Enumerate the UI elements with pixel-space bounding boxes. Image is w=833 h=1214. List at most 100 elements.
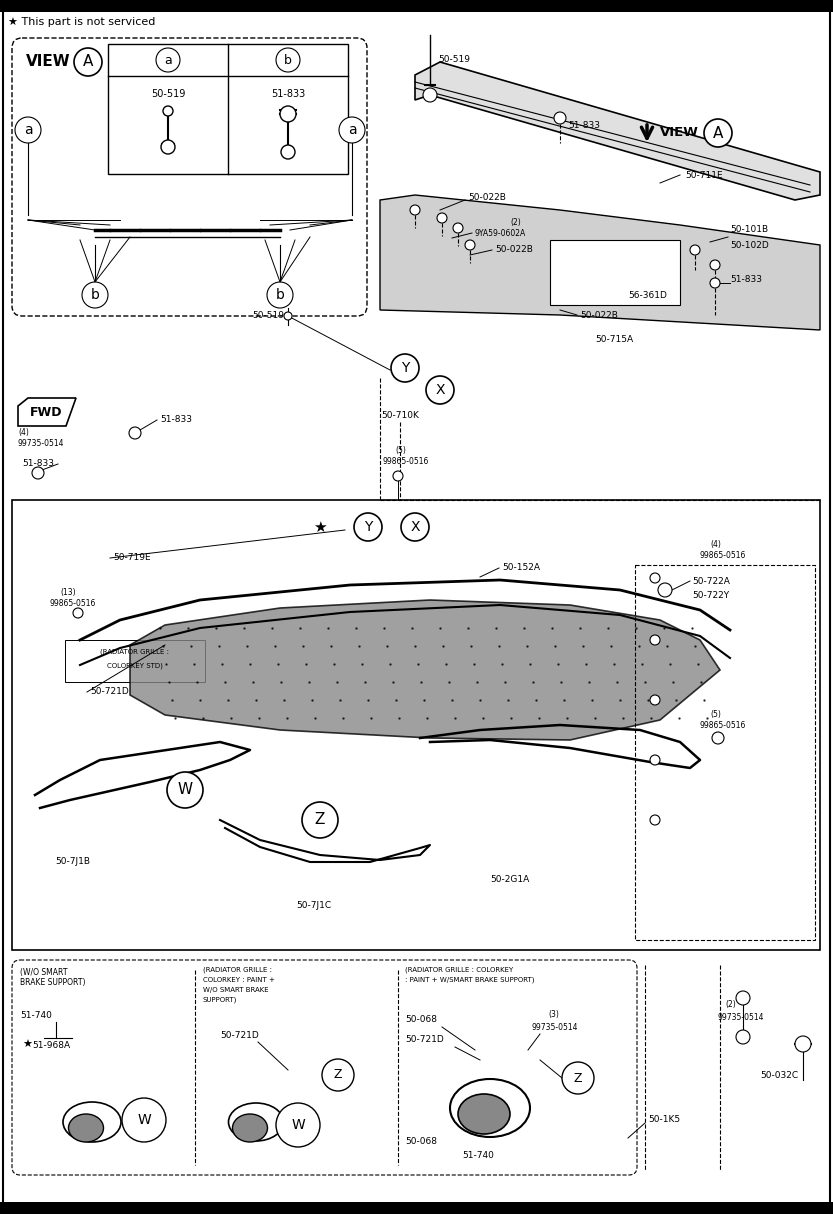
Text: 99865-0516: 99865-0516 bbox=[700, 551, 746, 561]
Text: VIEW: VIEW bbox=[660, 126, 699, 140]
Text: 51-833: 51-833 bbox=[568, 121, 600, 130]
Bar bbox=[0, 1202, 833, 1214]
Text: 50-032C: 50-032C bbox=[760, 1071, 798, 1079]
Text: 50-721D: 50-721D bbox=[90, 687, 129, 697]
Circle shape bbox=[280, 106, 296, 121]
Circle shape bbox=[267, 282, 293, 308]
Text: (W/O SMART: (W/O SMART bbox=[20, 968, 67, 976]
Bar bbox=[65, 640, 205, 682]
Ellipse shape bbox=[68, 1114, 103, 1142]
Text: b: b bbox=[284, 53, 292, 67]
Text: ★ This part is not serviced: ★ This part is not serviced bbox=[8, 17, 156, 27]
Bar bbox=[12, 500, 820, 951]
Text: 99865-0516: 99865-0516 bbox=[700, 721, 746, 731]
Text: a: a bbox=[164, 53, 172, 67]
Text: : PAINT + W/SMART BRAKE SUPPORT): : PAINT + W/SMART BRAKE SUPPORT) bbox=[405, 977, 535, 983]
Circle shape bbox=[704, 119, 732, 147]
Text: (5): (5) bbox=[710, 710, 721, 720]
Text: 50-068: 50-068 bbox=[405, 1138, 437, 1146]
Bar bbox=[635, 565, 815, 940]
Text: COLORKEY STD): COLORKEY STD) bbox=[107, 663, 163, 669]
Circle shape bbox=[163, 106, 173, 117]
Circle shape bbox=[658, 583, 672, 597]
Text: 99865-0516: 99865-0516 bbox=[50, 599, 97, 607]
Circle shape bbox=[426, 376, 454, 404]
Text: Y: Y bbox=[401, 361, 409, 375]
Circle shape bbox=[710, 278, 720, 288]
Text: Z: Z bbox=[574, 1072, 582, 1084]
Text: 50-022B: 50-022B bbox=[468, 193, 506, 203]
Text: (RADIATOR GRILLE : COLORKEY: (RADIATOR GRILLE : COLORKEY bbox=[405, 966, 513, 974]
Circle shape bbox=[423, 87, 437, 102]
Bar bbox=[0, 0, 833, 12]
Text: (RADIATOR GRILLE :: (RADIATOR GRILLE : bbox=[203, 966, 272, 974]
Text: (2): (2) bbox=[510, 217, 521, 227]
Bar bbox=[108, 44, 348, 174]
Text: W/O SMART BRAKE: W/O SMART BRAKE bbox=[203, 987, 268, 993]
Text: W: W bbox=[177, 783, 192, 798]
Circle shape bbox=[795, 1036, 811, 1053]
Circle shape bbox=[73, 608, 83, 618]
Text: 50-102D: 50-102D bbox=[730, 240, 769, 250]
Circle shape bbox=[465, 240, 475, 250]
Circle shape bbox=[650, 694, 660, 705]
Circle shape bbox=[410, 205, 420, 215]
Circle shape bbox=[82, 282, 108, 308]
Circle shape bbox=[453, 223, 463, 233]
Text: 50-721D: 50-721D bbox=[220, 1031, 259, 1039]
Text: 50-711E: 50-711E bbox=[685, 170, 722, 180]
Text: 51-740: 51-740 bbox=[20, 1010, 52, 1020]
Text: 99865-0516: 99865-0516 bbox=[383, 456, 429, 465]
Text: 50-068: 50-068 bbox=[405, 1015, 437, 1025]
Polygon shape bbox=[130, 600, 720, 741]
Text: 50-022B: 50-022B bbox=[580, 311, 618, 319]
Text: 50-710K: 50-710K bbox=[381, 410, 419, 420]
Text: W: W bbox=[137, 1113, 151, 1127]
Text: (4): (4) bbox=[18, 429, 29, 437]
Text: X: X bbox=[436, 382, 445, 397]
Text: SUPPORT): SUPPORT) bbox=[203, 997, 237, 1003]
Text: 99735-0514: 99735-0514 bbox=[532, 1022, 578, 1032]
Circle shape bbox=[554, 112, 566, 124]
Text: X: X bbox=[410, 520, 420, 534]
Text: a: a bbox=[23, 123, 32, 137]
Text: b: b bbox=[91, 288, 99, 302]
Text: 51-833: 51-833 bbox=[160, 415, 192, 425]
Text: 50-722A: 50-722A bbox=[692, 577, 730, 585]
Text: (2): (2) bbox=[725, 1000, 736, 1010]
Circle shape bbox=[302, 802, 338, 838]
Circle shape bbox=[15, 117, 41, 143]
Text: ★: ★ bbox=[313, 520, 327, 534]
Text: ★: ★ bbox=[22, 1040, 32, 1050]
Circle shape bbox=[284, 312, 292, 320]
Text: FWD: FWD bbox=[30, 407, 62, 420]
Circle shape bbox=[437, 212, 447, 223]
Circle shape bbox=[712, 732, 724, 744]
Circle shape bbox=[650, 755, 660, 765]
Circle shape bbox=[650, 573, 660, 583]
Ellipse shape bbox=[450, 1079, 530, 1138]
Circle shape bbox=[690, 245, 700, 255]
Text: 50-7J1B: 50-7J1B bbox=[55, 857, 90, 867]
Circle shape bbox=[161, 140, 175, 154]
Circle shape bbox=[562, 1062, 594, 1094]
Circle shape bbox=[736, 1029, 750, 1044]
Text: 50-101B: 50-101B bbox=[730, 226, 768, 234]
Polygon shape bbox=[380, 195, 820, 330]
Circle shape bbox=[281, 144, 295, 159]
Polygon shape bbox=[415, 62, 820, 200]
Text: 51-968A: 51-968A bbox=[32, 1040, 70, 1049]
Circle shape bbox=[401, 514, 429, 541]
Text: Z: Z bbox=[315, 812, 325, 828]
Text: 50-152A: 50-152A bbox=[502, 563, 540, 573]
Circle shape bbox=[322, 1059, 354, 1091]
Ellipse shape bbox=[228, 1104, 283, 1141]
Circle shape bbox=[391, 354, 419, 382]
Text: 51-740: 51-740 bbox=[462, 1152, 494, 1161]
Text: 50-519: 50-519 bbox=[252, 312, 284, 320]
Circle shape bbox=[710, 260, 720, 270]
Text: 9YA59-0602A: 9YA59-0602A bbox=[475, 228, 526, 238]
Text: 50-7J1C: 50-7J1C bbox=[296, 901, 332, 909]
Text: 99735-0514: 99735-0514 bbox=[18, 439, 64, 448]
Text: 50-519: 50-519 bbox=[151, 89, 185, 100]
